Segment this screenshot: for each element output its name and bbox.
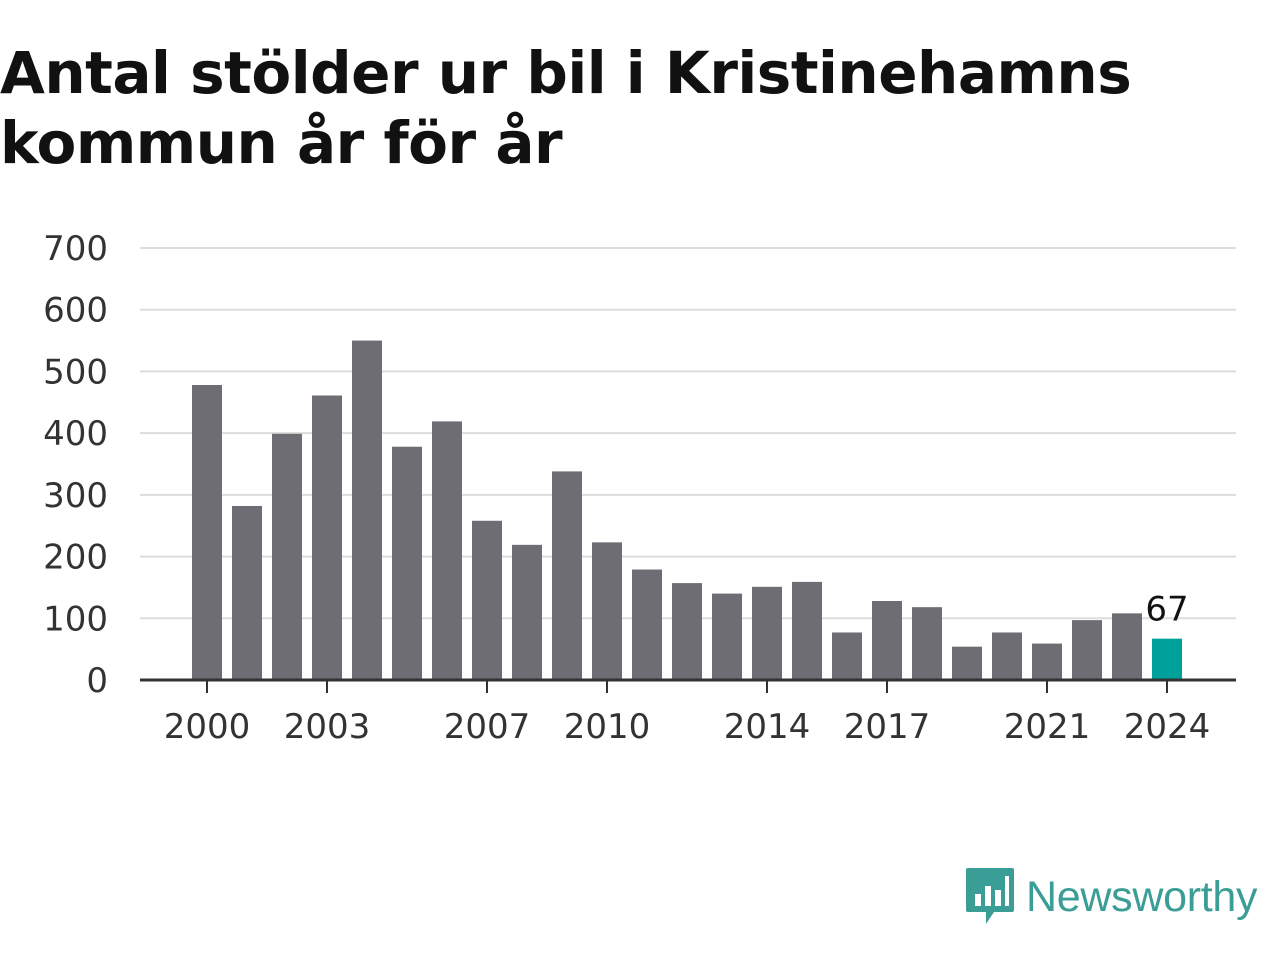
- bar-2000: [192, 385, 222, 680]
- gridlines: [140, 247, 1236, 620]
- x-tick-label-2003: 2003: [284, 707, 371, 747]
- bar-2011: [632, 569, 662, 680]
- bar-2012: [672, 583, 702, 680]
- data-labels: 67: [1145, 590, 1188, 630]
- y-axis-ticks: 0 100 200 300 400 500 600 700: [43, 229, 108, 701]
- bar-2004: [352, 340, 382, 680]
- y-tick-label-100: 100: [43, 599, 108, 639]
- y-tick-label-300: 300: [43, 476, 108, 516]
- bar-2001: [232, 505, 262, 680]
- bar-2017: [872, 601, 902, 680]
- data-label-2024: 67: [1145, 590, 1188, 630]
- y-tick-label-600: 600: [43, 291, 108, 331]
- bar-2008: [512, 544, 542, 680]
- bar-2003: [312, 395, 342, 680]
- bar-2018: [912, 607, 942, 680]
- bar-2016: [832, 632, 862, 680]
- bar-2019: [952, 646, 982, 680]
- x-tick-label-2017: 2017: [844, 707, 931, 747]
- x-tick-label-2000: 2000: [164, 707, 251, 747]
- chart-title: Antal stölder ur bil i Kristinehamns kom…: [0, 39, 1132, 177]
- bar-2013: [712, 593, 742, 680]
- bar-2002: [272, 433, 302, 680]
- bar-2022: [1072, 620, 1102, 680]
- bar-2020: [992, 632, 1022, 680]
- y-tick-label-200: 200: [43, 538, 108, 578]
- bar-2021: [1032, 643, 1062, 680]
- bar-2006: [432, 421, 462, 680]
- bar-2009: [552, 471, 582, 680]
- bars: [192, 340, 1182, 680]
- x-axis: 2000 2003 2007 2010 2014 2017 2021 2024: [140, 678, 1236, 747]
- bar-2024: [1152, 638, 1182, 680]
- y-tick-label-700: 700: [43, 229, 108, 269]
- y-tick-label-0: 0: [86, 661, 108, 701]
- x-tick-label-2010: 2010: [564, 707, 651, 747]
- x-tick-label-2021: 2021: [1004, 707, 1091, 747]
- bar-2015: [792, 581, 822, 680]
- newsworthy-brand: Newsworthy: [964, 866, 1257, 928]
- y-tick-label-400: 400: [43, 414, 108, 454]
- x-tick-label-2007: 2007: [444, 707, 531, 747]
- x-tick-label-2024: 2024: [1124, 707, 1211, 747]
- bar-2005: [392, 446, 422, 680]
- bar-2014: [752, 586, 782, 680]
- bar-2007: [472, 520, 502, 680]
- bar-2010: [592, 542, 622, 680]
- brand-name: Newsworthy: [1026, 872, 1258, 921]
- y-tick-label-500: 500: [43, 352, 108, 392]
- newsworthy-chart-bubble-icon: [966, 868, 1014, 924]
- x-tick-label-2014: 2014: [724, 707, 811, 747]
- bar-2023: [1112, 613, 1142, 680]
